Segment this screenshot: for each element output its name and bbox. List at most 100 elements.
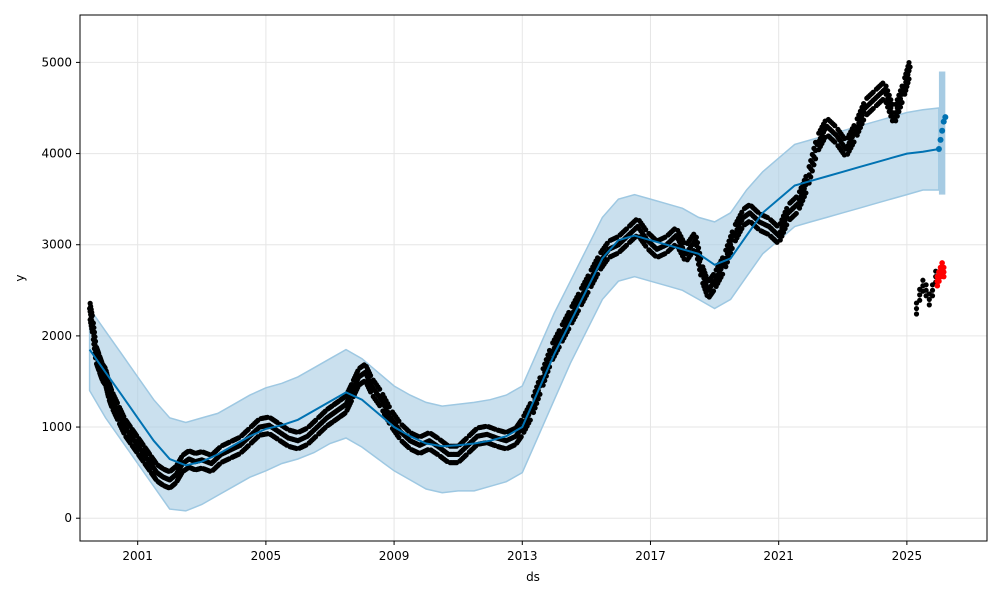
- observed-point: [832, 123, 838, 129]
- observed-point: [530, 409, 537, 416]
- recent-point: [920, 277, 926, 283]
- forecast-point: [940, 118, 947, 125]
- observed-point: [594, 271, 601, 277]
- observed-point: [729, 245, 735, 251]
- recent-point: [913, 311, 920, 317]
- observed-point: [89, 312, 95, 319]
- observed-point: [518, 417, 524, 423]
- observed-point: [896, 109, 902, 115]
- observed-point: [893, 118, 899, 124]
- y-axis-ticks: 0 1000 2000 3000 4000 5000: [41, 55, 80, 525]
- observed-point: [861, 117, 867, 123]
- highlight-point: [939, 260, 945, 266]
- highlight-point: [940, 269, 947, 275]
- x-tick-label: 2005: [251, 549, 282, 563]
- highlight-point: [940, 273, 947, 280]
- axes-frame: [79, 14, 988, 542]
- observed-point: [91, 329, 98, 335]
- observed-point: [886, 92, 892, 98]
- observed-point: [377, 386, 383, 392]
- observed-point: [386, 404, 392, 410]
- observed-point: [710, 271, 717, 278]
- observed-point: [897, 104, 904, 110]
- forecast-point: [937, 136, 944, 143]
- recent-point: [923, 287, 929, 293]
- x-tick-label: 2009: [379, 549, 410, 563]
- highlight-points: [934, 260, 947, 289]
- observed-point: [92, 338, 99, 344]
- y-tick-label: 2000: [41, 329, 72, 343]
- observed-point: [710, 288, 717, 294]
- observed-point: [92, 334, 98, 340]
- observed-point: [739, 226, 745, 232]
- y-tick-label: 3000: [41, 238, 72, 252]
- recent-point: [923, 282, 929, 288]
- observed-point: [396, 434, 402, 441]
- observed-point: [851, 139, 857, 145]
- y-tick-label: 5000: [41, 55, 72, 69]
- observed-point: [888, 97, 894, 103]
- observed-point: [719, 271, 726, 277]
- observed-point: [885, 88, 891, 94]
- observed-point: [643, 227, 649, 233]
- forecast-points: [935, 114, 949, 153]
- recent-point: [926, 302, 932, 308]
- observed-point: [348, 398, 354, 404]
- observed-point: [811, 162, 817, 168]
- observed-point: [643, 243, 649, 249]
- observed-point: [535, 396, 541, 402]
- highlight-point: [936, 278, 942, 284]
- recent-point: [929, 293, 936, 299]
- observed-point: [537, 391, 543, 397]
- observed-point: [808, 174, 814, 180]
- recent-point: [917, 292, 923, 298]
- forecast-line: [88, 148, 940, 467]
- observed-point: [694, 239, 701, 246]
- recent-point: [926, 296, 932, 303]
- observed-point: [809, 168, 815, 174]
- highlight-point: [940, 264, 947, 271]
- recent-point: [917, 297, 923, 303]
- observed-point: [907, 64, 913, 70]
- x-tick-label: 2013: [507, 549, 538, 563]
- observed-point: [894, 113, 900, 119]
- y-axis-label: y: [13, 274, 27, 281]
- observed-point: [728, 250, 734, 256]
- observed-point: [534, 400, 540, 406]
- observed-point: [121, 413, 127, 420]
- x-tick-label: 2017: [635, 549, 666, 563]
- y-tick-label: 1000: [41, 420, 72, 434]
- recent-point: [929, 287, 936, 293]
- observed-point: [906, 59, 912, 66]
- observed-point: [883, 83, 889, 89]
- x-tick-label: 2001: [122, 549, 153, 563]
- observed-point: [396, 418, 402, 424]
- highlight-point: [934, 282, 941, 289]
- observed-point: [784, 222, 790, 228]
- observed-point: [532, 405, 538, 411]
- observed-point: [832, 139, 838, 145]
- x-axis-ticks: 2001 2005 2009 2013 2017 2021 2025: [122, 541, 922, 563]
- observed-point: [367, 389, 374, 395]
- forecast-point: [939, 127, 946, 134]
- recent-observed-points: [913, 268, 939, 317]
- observed-point: [803, 190, 809, 196]
- observed-point: [695, 245, 702, 251]
- observed-point: [723, 264, 729, 270]
- plot-area: [87, 59, 949, 512]
- observed-point: [793, 210, 799, 217]
- x-axis-label: ds: [526, 570, 540, 584]
- observed-point: [367, 372, 374, 379]
- observed-point: [739, 209, 745, 215]
- x-tick-label: 2021: [763, 549, 794, 563]
- observed-point: [812, 156, 819, 162]
- y-tick-label: 0: [64, 511, 72, 525]
- observed-point: [527, 417, 533, 423]
- observed-point: [114, 400, 120, 406]
- x-tick-label: 2025: [892, 549, 923, 563]
- observed-point: [693, 234, 700, 240]
- uncertainty-band: [88, 107, 940, 512]
- observed-point: [906, 76, 912, 82]
